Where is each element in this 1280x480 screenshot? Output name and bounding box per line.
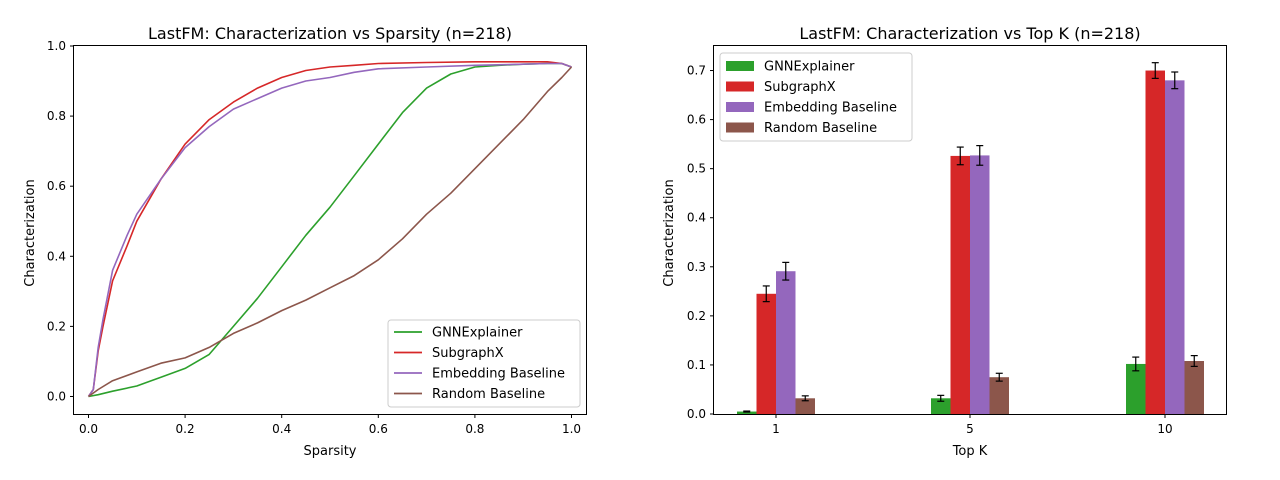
- right-x-tick-label: 5: [966, 422, 974, 436]
- right-legend-label-random-baseline: Random Baseline: [764, 121, 877, 136]
- left-legend: GNNExplainer SubgraphX Embedding Baseline R…: [387, 319, 581, 408]
- right-plot-frame: [713, 45, 1227, 415]
- left-x-tick-label: 1.0: [562, 422, 581, 436]
- bar-gnnexplainer-k1: [737, 411, 757, 414]
- right-legend-label-subgraphx: SubgraphX: [764, 80, 836, 95]
- left-y-tick-label: 0.6: [47, 179, 66, 193]
- left-x-axis-label: Sparsity: [304, 444, 357, 459]
- left-x-tick-label: 0.8: [465, 422, 484, 436]
- right-y-tick-label: 0.0: [687, 407, 706, 421]
- right-x-axis-label: Top K: [952, 444, 988, 459]
- left-legend-label-subgraphx: SubgraphX: [432, 346, 504, 361]
- left-y-tick-label: 0.4: [47, 249, 66, 263]
- left-legend-box: [387, 319, 581, 408]
- right-y-tick-label: 0.1: [687, 358, 706, 372]
- left-y-tick-label: 0.8: [47, 109, 66, 123]
- bar-gnnexplainer-k10: [1126, 363, 1146, 414]
- right-legend-swatch-subgraphx: [726, 81, 754, 92]
- right-y-tick-label: 0.6: [687, 113, 706, 127]
- topk-bar-chart: LastFM: Characterization vs Top K (n=218…: [662, 24, 1227, 459]
- left-axis-ticks: 0.0 0.2 0.4 0.6 0.8 1.0 0.0 0.2 0.4 0.6 0.8 1.0: [47, 39, 581, 436]
- left-y-tick-label: 0.2: [47, 319, 66, 333]
- left-y-axis-label: Characterization: [23, 179, 38, 287]
- bar-gnnexplainer-k5: [931, 398, 951, 414]
- bar-random-baseline-k1: [795, 398, 815, 414]
- right-legend-label-embedding-baseline: Embedding Baseline: [764, 101, 897, 116]
- left-y-tick-label: 1.0: [47, 39, 66, 53]
- right-legend: GNNExplainer SubgraphX Embedding Baseline R…: [719, 52, 913, 142]
- left-plot-frame: [73, 45, 587, 415]
- left-legend-label-random-baseline: Random Baseline: [432, 387, 545, 402]
- bar-embedding-baseline-k10: [1165, 80, 1185, 414]
- right-y-axis-label: Characterization: [662, 179, 677, 287]
- right-y-tick-label: 0.2: [687, 309, 706, 323]
- bar-subgraphx-k1: [756, 293, 776, 414]
- right-y-tick-label: 0.4: [687, 211, 706, 225]
- right-x-tick-label: 10: [1157, 422, 1172, 436]
- bar-subgraphx-k10: [1145, 70, 1165, 415]
- right-plot-bars: [737, 62, 1204, 415]
- right-y-tick-label: 0.5: [687, 162, 706, 176]
- right-axis-ticks: 1 5 10 0.0 0.1 0.2 0.3 0.4 0.5 0.6 0.7: [687, 64, 1173, 436]
- right-legend-label-gnnexplainer: GNNExplainer: [764, 60, 855, 75]
- right-x-tick-label: 1: [772, 422, 780, 436]
- left-x-tick-label: 0.2: [176, 422, 195, 436]
- right-y-tick-label: 0.7: [687, 64, 706, 78]
- line-random-baseline: [88, 66, 573, 398]
- right-chart-title: LastFM: Characterization vs Top K (n=218…: [799, 24, 1140, 43]
- line-embedding-baseline: [87, 62, 572, 397]
- bar-embedding-baseline-k5: [970, 155, 990, 414]
- left-x-tick-label: 0.0: [79, 422, 98, 436]
- left-x-tick-label: 0.4: [272, 422, 291, 436]
- bar-random-baseline-k5: [989, 377, 1009, 414]
- left-legend-label-gnnexplainer: GNNExplainer: [432, 326, 523, 341]
- line-subgraphx: [87, 60, 572, 397]
- sparsity-line-chart: LastFM: Characterization vs Sparsity (n=…: [23, 24, 587, 459]
- bar-subgraphx-k5: [950, 155, 970, 414]
- bar-embedding-baseline-k1: [776, 271, 796, 414]
- right-y-tick-label: 0.3: [687, 260, 706, 274]
- left-legend-label-embedding-baseline: Embedding Baseline: [432, 367, 565, 382]
- left-y-tick-label: 0.0: [47, 389, 66, 403]
- bar-random-baseline-k10: [1184, 361, 1204, 414]
- left-x-tick-label: 0.6: [369, 422, 388, 436]
- right-legend-swatch-embedding-baseline: [726, 102, 754, 112]
- right-legend-box: [719, 52, 913, 142]
- left-chart-title: LastFM: Characterization vs Sparsity (n=…: [148, 24, 512, 43]
- right-legend-swatch-random-baseline: [726, 122, 754, 133]
- right-legend-swatch-gnnexplainer: [726, 61, 754, 71]
- left-plot-lines: [87, 60, 573, 398]
